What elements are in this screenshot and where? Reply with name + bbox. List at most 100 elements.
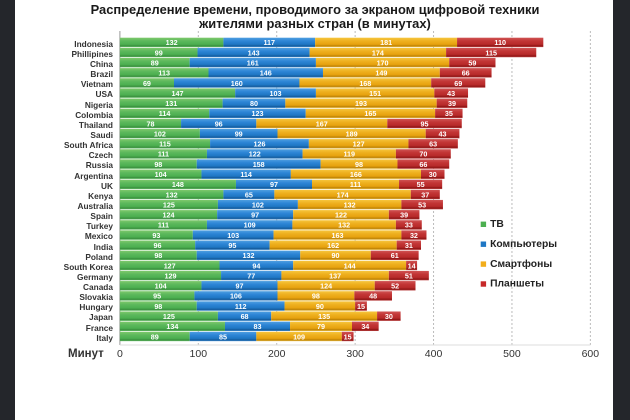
svg-text:170: 170 [377, 58, 389, 67]
svg-text:30: 30 [385, 312, 393, 321]
svg-text:34: 34 [361, 322, 369, 331]
svg-text:113: 113 [158, 69, 170, 78]
svg-text:94: 94 [252, 261, 260, 270]
svg-text:90: 90 [332, 251, 340, 260]
svg-text:163: 163 [331, 231, 343, 240]
svg-text:66: 66 [462, 69, 470, 78]
svg-text:147: 147 [172, 89, 184, 98]
svg-text:300: 300 [346, 348, 364, 360]
svg-text:125: 125 [163, 312, 175, 321]
svg-text:37: 37 [421, 190, 429, 199]
svg-text:69: 69 [454, 79, 462, 88]
svg-text:111: 111 [158, 150, 169, 159]
svg-text:132: 132 [166, 38, 178, 47]
svg-text:98: 98 [154, 251, 162, 260]
svg-text:65: 65 [245, 190, 253, 199]
svg-text:97: 97 [270, 180, 278, 189]
svg-text:61: 61 [391, 251, 399, 260]
svg-text:0: 0 [117, 348, 123, 360]
svg-text:148: 148 [172, 180, 184, 189]
svg-text:97: 97 [251, 211, 259, 220]
svg-text:80: 80 [250, 99, 258, 108]
svg-text:89: 89 [151, 58, 159, 67]
svg-text:161: 161 [247, 58, 259, 67]
svg-text:132: 132 [166, 190, 178, 199]
svg-text:146: 146 [260, 69, 272, 78]
svg-text:115: 115 [485, 48, 497, 57]
svg-text:104: 104 [155, 282, 167, 291]
svg-text:96: 96 [154, 241, 162, 250]
svg-text:122: 122 [249, 150, 261, 159]
svg-text:Компьютеры: Компьютеры [490, 239, 557, 250]
svg-text:43: 43 [439, 129, 447, 138]
svg-text:93: 93 [152, 231, 160, 240]
svg-text:132: 132 [338, 221, 350, 230]
svg-text:99: 99 [155, 48, 163, 57]
svg-text:43: 43 [447, 89, 455, 98]
svg-text:95: 95 [228, 241, 236, 250]
svg-text:127: 127 [353, 140, 365, 149]
svg-text:112: 112 [235, 302, 247, 311]
svg-text:134: 134 [166, 322, 178, 331]
svg-text:98: 98 [312, 292, 320, 301]
svg-text:63: 63 [429, 140, 437, 149]
svg-text:109: 109 [293, 332, 305, 341]
svg-text:400: 400 [425, 348, 443, 360]
svg-text:104: 104 [155, 170, 167, 179]
svg-text:98: 98 [154, 302, 162, 311]
svg-text:127: 127 [164, 261, 176, 270]
svg-text:162: 162 [327, 241, 339, 250]
svg-text:111: 111 [350, 180, 361, 189]
svg-text:174: 174 [372, 48, 384, 57]
svg-text:69: 69 [143, 79, 151, 88]
svg-text:95: 95 [153, 292, 161, 301]
svg-text:99: 99 [235, 129, 243, 138]
svg-text:189: 189 [346, 129, 358, 138]
svg-text:114: 114 [240, 170, 252, 179]
svg-text:151: 151 [369, 89, 381, 98]
svg-text:97: 97 [235, 282, 243, 291]
svg-text:53: 53 [418, 200, 426, 209]
svg-text:15: 15 [357, 302, 365, 311]
svg-text:167: 167 [316, 119, 328, 128]
svg-text:31: 31 [405, 241, 413, 250]
svg-text:115: 115 [159, 140, 171, 149]
svg-text:32: 32 [410, 231, 418, 240]
svg-text:78: 78 [146, 119, 154, 128]
svg-text:123: 123 [252, 109, 264, 118]
svg-text:95: 95 [421, 119, 429, 128]
svg-text:39: 39 [400, 211, 408, 220]
svg-text:59: 59 [468, 58, 476, 67]
svg-text:66: 66 [419, 160, 427, 169]
svg-text:160: 160 [231, 79, 243, 88]
svg-text:90: 90 [316, 302, 324, 311]
svg-text:124: 124 [320, 282, 332, 291]
svg-text:Минут: Минут [68, 348, 104, 360]
svg-text:600: 600 [582, 348, 600, 360]
svg-text:200: 200 [268, 348, 286, 360]
svg-text:102: 102 [154, 129, 166, 138]
svg-text:132: 132 [242, 251, 254, 260]
svg-text:132: 132 [344, 200, 356, 209]
svg-text:70: 70 [419, 150, 427, 159]
svg-text:131: 131 [165, 99, 177, 108]
svg-text:119: 119 [343, 150, 355, 159]
svg-text:52: 52 [391, 282, 399, 291]
svg-text:89: 89 [151, 332, 159, 341]
svg-text:193: 193 [355, 99, 367, 108]
svg-text:144: 144 [344, 261, 356, 270]
svg-text:103: 103 [227, 231, 239, 240]
svg-text:106: 106 [230, 292, 242, 301]
svg-text:117: 117 [263, 38, 275, 47]
svg-text:55: 55 [417, 180, 425, 189]
svg-text:51: 51 [405, 271, 413, 280]
svg-text:77: 77 [247, 271, 255, 280]
svg-text:Смартфоны: Смартфоны [490, 258, 552, 270]
svg-text:100: 100 [190, 348, 208, 360]
svg-text:143: 143 [248, 48, 260, 57]
svg-text:68: 68 [241, 312, 249, 321]
svg-text:98: 98 [355, 160, 363, 169]
svg-text:ТВ: ТВ [490, 219, 504, 230]
svg-text:102: 102 [252, 200, 264, 209]
svg-text:79: 79 [317, 322, 325, 331]
